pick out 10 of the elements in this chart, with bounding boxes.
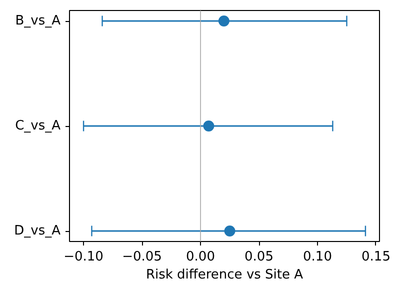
x-tick-label: 0.15 [362, 250, 390, 264]
y-tick-label: B_vs_A [15, 14, 61, 28]
x-tick-label: 0.05 [244, 250, 274, 264]
x-tick-label: −0.10 [64, 250, 104, 264]
y-tick-label: D_vs_A [14, 224, 61, 238]
x-tick-label: −0.05 [122, 250, 162, 264]
x-tick-label: 0.10 [303, 250, 332, 264]
x-axis-title: Risk difference vs Site A [146, 268, 304, 282]
y-tick-label: C_vs_A [15, 118, 61, 134]
x-tick-label: 0.00 [186, 250, 215, 264]
